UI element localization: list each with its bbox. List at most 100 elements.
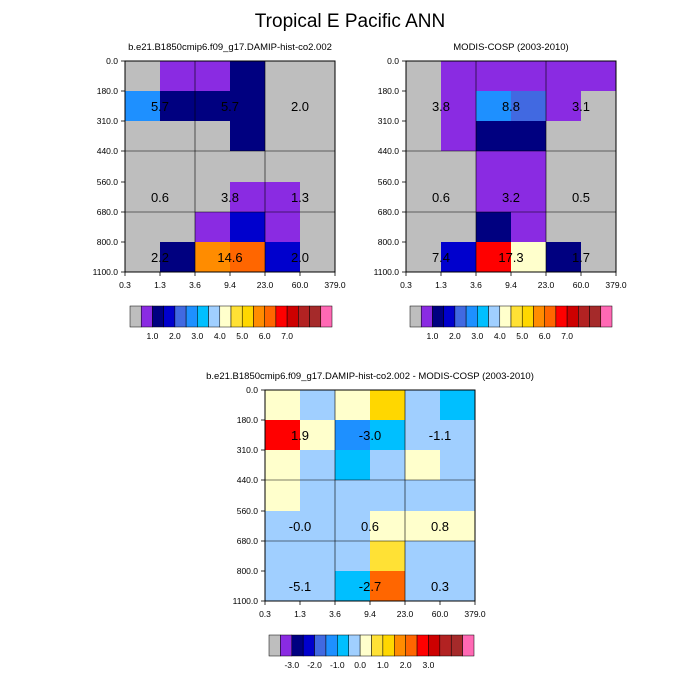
heatmap-cell	[441, 121, 477, 152]
colorbar-label: 5.0	[236, 331, 248, 341]
heatmap-cell	[195, 91, 231, 122]
colorbar-swatch	[152, 305, 164, 328]
cell-value-label: 7.4	[432, 250, 450, 265]
heatmap-cell	[230, 212, 266, 243]
heatmap-cell	[441, 151, 477, 183]
y-tick-label: 680.0	[237, 536, 259, 546]
colorbar-swatch	[325, 634, 338, 657]
heatmap-cell	[335, 420, 371, 451]
y-tick-label: 680.0	[378, 207, 400, 217]
colorbar-label: 1.0	[147, 331, 159, 341]
cell-value-label: 3.2	[502, 190, 520, 205]
colorbar-swatch	[185, 305, 198, 328]
x-tick-label: 23.0	[397, 609, 414, 619]
cell-value-label: 2.2	[151, 250, 169, 265]
colorbar-swatch	[241, 305, 254, 328]
heatmap-cell	[335, 450, 371, 481]
heatmap-cell	[125, 242, 161, 273]
heatmap-cell	[195, 242, 231, 273]
heatmap-cell	[370, 541, 406, 572]
colorbar-swatch	[409, 305, 422, 328]
heatmap-cell	[300, 480, 336, 512]
heatmap-cell	[370, 571, 406, 602]
heatmap-cell	[476, 212, 512, 243]
colorbar-swatch	[443, 305, 456, 328]
colorbar-swatch	[291, 634, 304, 657]
heatmap-cell	[300, 420, 336, 451]
heatmap-cell	[406, 151, 442, 183]
cell-value-label: 5.7	[221, 99, 239, 114]
colorbar-swatch	[230, 305, 243, 328]
x-tick-label: 1.3	[154, 280, 166, 290]
heatmap-cell	[370, 450, 406, 481]
heatmap-cell	[300, 511, 336, 542]
y-tick-label: 440.0	[97, 146, 119, 156]
y-tick-label: 180.0	[378, 86, 400, 96]
colorbar-swatch	[394, 634, 406, 657]
heatmap-cell	[125, 182, 161, 213]
cell-value-label: 1.3	[291, 190, 309, 205]
colorbar-swatch	[320, 305, 333, 328]
heatmap-cell	[546, 61, 582, 92]
heatmap-cell	[265, 212, 301, 243]
heatmap-cell	[160, 182, 196, 213]
heatmap-cell	[265, 91, 301, 122]
y-tick-label: 680.0	[97, 207, 119, 217]
heatmap-cell	[581, 212, 617, 243]
heatmap-cell	[335, 541, 371, 572]
heatmap-cell	[546, 121, 582, 152]
x-tick-label: 379.0	[605, 280, 627, 290]
colorbar-label: 0.0	[354, 660, 366, 670]
panel-difference: b.e21.B1850cmip6.f09_g17.DAMIP-hist-co2.…	[206, 371, 534, 670]
colorbar-swatch	[477, 305, 489, 328]
cell-value-label: 0.6	[151, 190, 169, 205]
colorbar-label: -3.0	[284, 660, 299, 670]
heatmap-cell	[300, 390, 336, 421]
heatmap-cell	[265, 450, 301, 481]
heatmap-cell	[230, 182, 266, 213]
heatmap-cell	[546, 182, 582, 213]
cell-value-label: 14.6	[217, 250, 242, 265]
colorbar-swatch	[555, 305, 568, 328]
heatmap-cell	[265, 511, 301, 542]
heatmap-cell	[195, 151, 231, 183]
heatmap-cell	[406, 212, 442, 243]
heatmap-cell	[406, 242, 442, 273]
colorbar-label: 4.0	[214, 331, 226, 341]
colorbar-label: 7.0	[281, 331, 293, 341]
y-tick-label: 0.0	[387, 56, 399, 66]
colorbar-label: 4.0	[494, 331, 506, 341]
colorbar-swatch	[462, 634, 475, 657]
heatmap-cell	[581, 91, 617, 122]
x-tick-label: 379.0	[464, 609, 486, 619]
y-tick-label: 310.0	[97, 116, 119, 126]
heatmap-cell	[476, 182, 512, 213]
x-tick-label: 9.4	[224, 280, 236, 290]
x-tick-label: 3.6	[329, 609, 341, 619]
x-tick-label: 9.4	[364, 609, 376, 619]
heatmap-cell	[230, 151, 266, 183]
heatmap-cell	[265, 121, 301, 152]
colorbar-swatch	[439, 634, 452, 657]
colorbar-label: 7.0	[561, 331, 573, 341]
heatmap-cell	[405, 511, 441, 542]
colorbar-label: 6.0	[539, 331, 551, 341]
heatmap-cell	[300, 571, 336, 602]
colorbar-swatch	[600, 305, 613, 328]
heatmap-cell	[195, 182, 231, 213]
panel-modis: MODIS-COSP (2003-2010) 0.0 180.0 310.0 440.0…	[374, 42, 627, 341]
heatmap-cell	[546, 151, 582, 183]
heatmap-cell	[476, 151, 512, 183]
cell-value-label: 2.0	[291, 99, 309, 114]
heatmap-cell	[160, 242, 196, 273]
cell-value-label: 3.8	[432, 99, 450, 114]
heatmap-cell	[195, 121, 231, 152]
x-tick-label: 60.0	[292, 280, 309, 290]
heatmap-cell	[581, 242, 617, 273]
colorbar-swatch	[280, 634, 293, 657]
heatmap-cell	[581, 61, 617, 92]
colorbar-swatch	[533, 305, 545, 328]
heatmap-cell	[511, 61, 547, 92]
heatmap-cell	[300, 151, 336, 183]
heatmap-cell	[441, 212, 477, 243]
